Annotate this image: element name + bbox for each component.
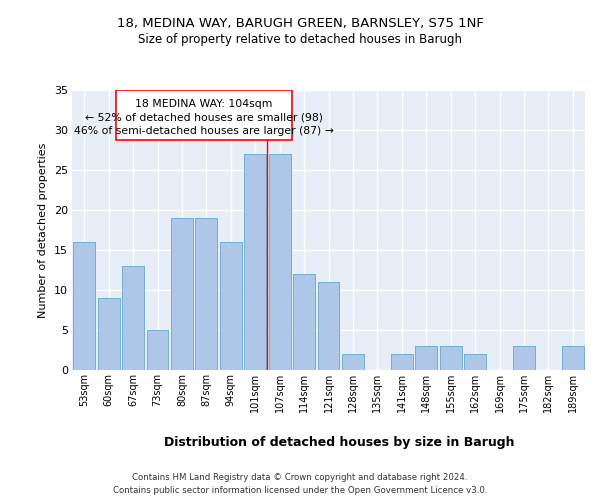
Bar	[440, 346, 461, 370]
Text: ← 52% of detached houses are smaller (98): ← 52% of detached houses are smaller (98…	[85, 112, 323, 122]
Bar	[269, 154, 290, 370]
Bar	[269, 154, 290, 370]
Bar	[146, 330, 169, 370]
Text: Contains HM Land Registry data © Crown copyright and database right 2024.
Contai: Contains HM Land Registry data © Crown c…	[113, 474, 487, 495]
Bar	[122, 266, 144, 370]
Bar	[415, 346, 437, 370]
Bar	[122, 266, 144, 370]
Bar	[317, 282, 340, 370]
Bar	[98, 298, 119, 370]
Bar	[391, 354, 413, 370]
Bar	[171, 218, 193, 370]
Bar	[464, 354, 486, 370]
Text: Distribution of detached houses by size in Barugh: Distribution of detached houses by size …	[164, 436, 514, 449]
Bar	[196, 218, 217, 370]
Bar	[562, 346, 584, 370]
Bar	[513, 346, 535, 370]
Bar	[415, 346, 437, 370]
Bar	[464, 354, 486, 370]
Text: 18, MEDINA WAY, BARUGH GREEN, BARNSLEY, S75 1NF: 18, MEDINA WAY, BARUGH GREEN, BARNSLEY, …	[116, 18, 484, 30]
Bar	[244, 154, 266, 370]
Bar	[196, 218, 217, 370]
Text: Size of property relative to detached houses in Barugh: Size of property relative to detached ho…	[138, 32, 462, 46]
Bar	[562, 346, 584, 370]
Bar	[171, 218, 193, 370]
Bar	[293, 274, 315, 370]
Bar	[73, 242, 95, 370]
Text: 46% of semi-detached houses are larger (87) →: 46% of semi-detached houses are larger (…	[74, 126, 334, 136]
Bar	[220, 242, 242, 370]
Bar	[146, 330, 169, 370]
Bar	[513, 346, 535, 370]
FancyBboxPatch shape	[116, 90, 292, 140]
Bar	[440, 346, 461, 370]
Text: 18 MEDINA WAY: 104sqm: 18 MEDINA WAY: 104sqm	[135, 99, 272, 109]
Bar	[342, 354, 364, 370]
Bar	[98, 298, 119, 370]
Bar	[220, 242, 242, 370]
Bar	[73, 242, 95, 370]
Bar	[317, 282, 340, 370]
Bar	[391, 354, 413, 370]
Bar	[244, 154, 266, 370]
Y-axis label: Number of detached properties: Number of detached properties	[38, 142, 48, 318]
Bar	[342, 354, 364, 370]
Bar	[293, 274, 315, 370]
